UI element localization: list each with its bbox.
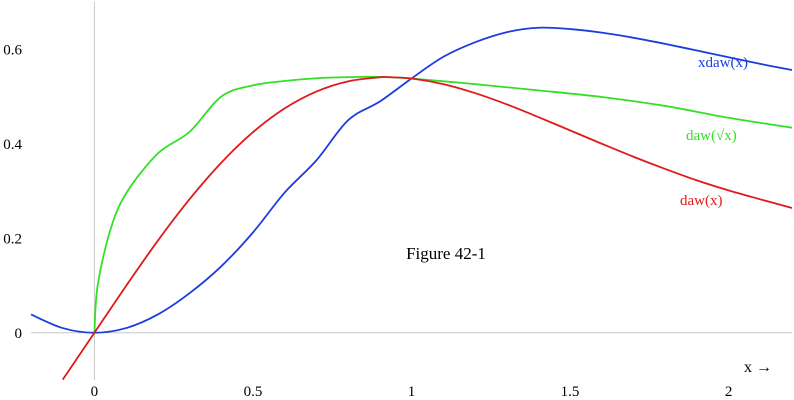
y-tick-labels: 0 0.2 0.4 0.6 [3, 42, 22, 342]
series-line-2 [93, 75, 793, 333]
series-line-1 [30, 26, 793, 334]
figure-annotation: Figure 42-1 [406, 244, 486, 263]
x-tick-label: 1 [408, 384, 416, 400]
x-tick-label: 0.5 [244, 384, 263, 400]
curve-label-daw-sqrt: daw(√x) [686, 128, 737, 144]
series-line-3 [61, 75, 793, 381]
x-tick-label: 2 [725, 384, 733, 400]
curves [30, 26, 793, 381]
y-tick-label: 0 [15, 326, 23, 342]
curve-label-daw: daw(x) [680, 193, 722, 209]
x-tick-label: 1.5 [561, 384, 580, 400]
y-tick-label: 0.6 [3, 42, 22, 58]
x-tick-labels: 0 0.5 1 1.5 2 [91, 384, 733, 400]
curve-label-xdaw: xdaw(x) [698, 55, 748, 71]
y-tick-label: 0.4 [3, 137, 22, 153]
axes [31, 2, 792, 380]
x-tick-label: 0 [91, 384, 99, 400]
y-tick-label: 0.2 [3, 231, 22, 247]
x-axis-label: x → [744, 359, 772, 376]
